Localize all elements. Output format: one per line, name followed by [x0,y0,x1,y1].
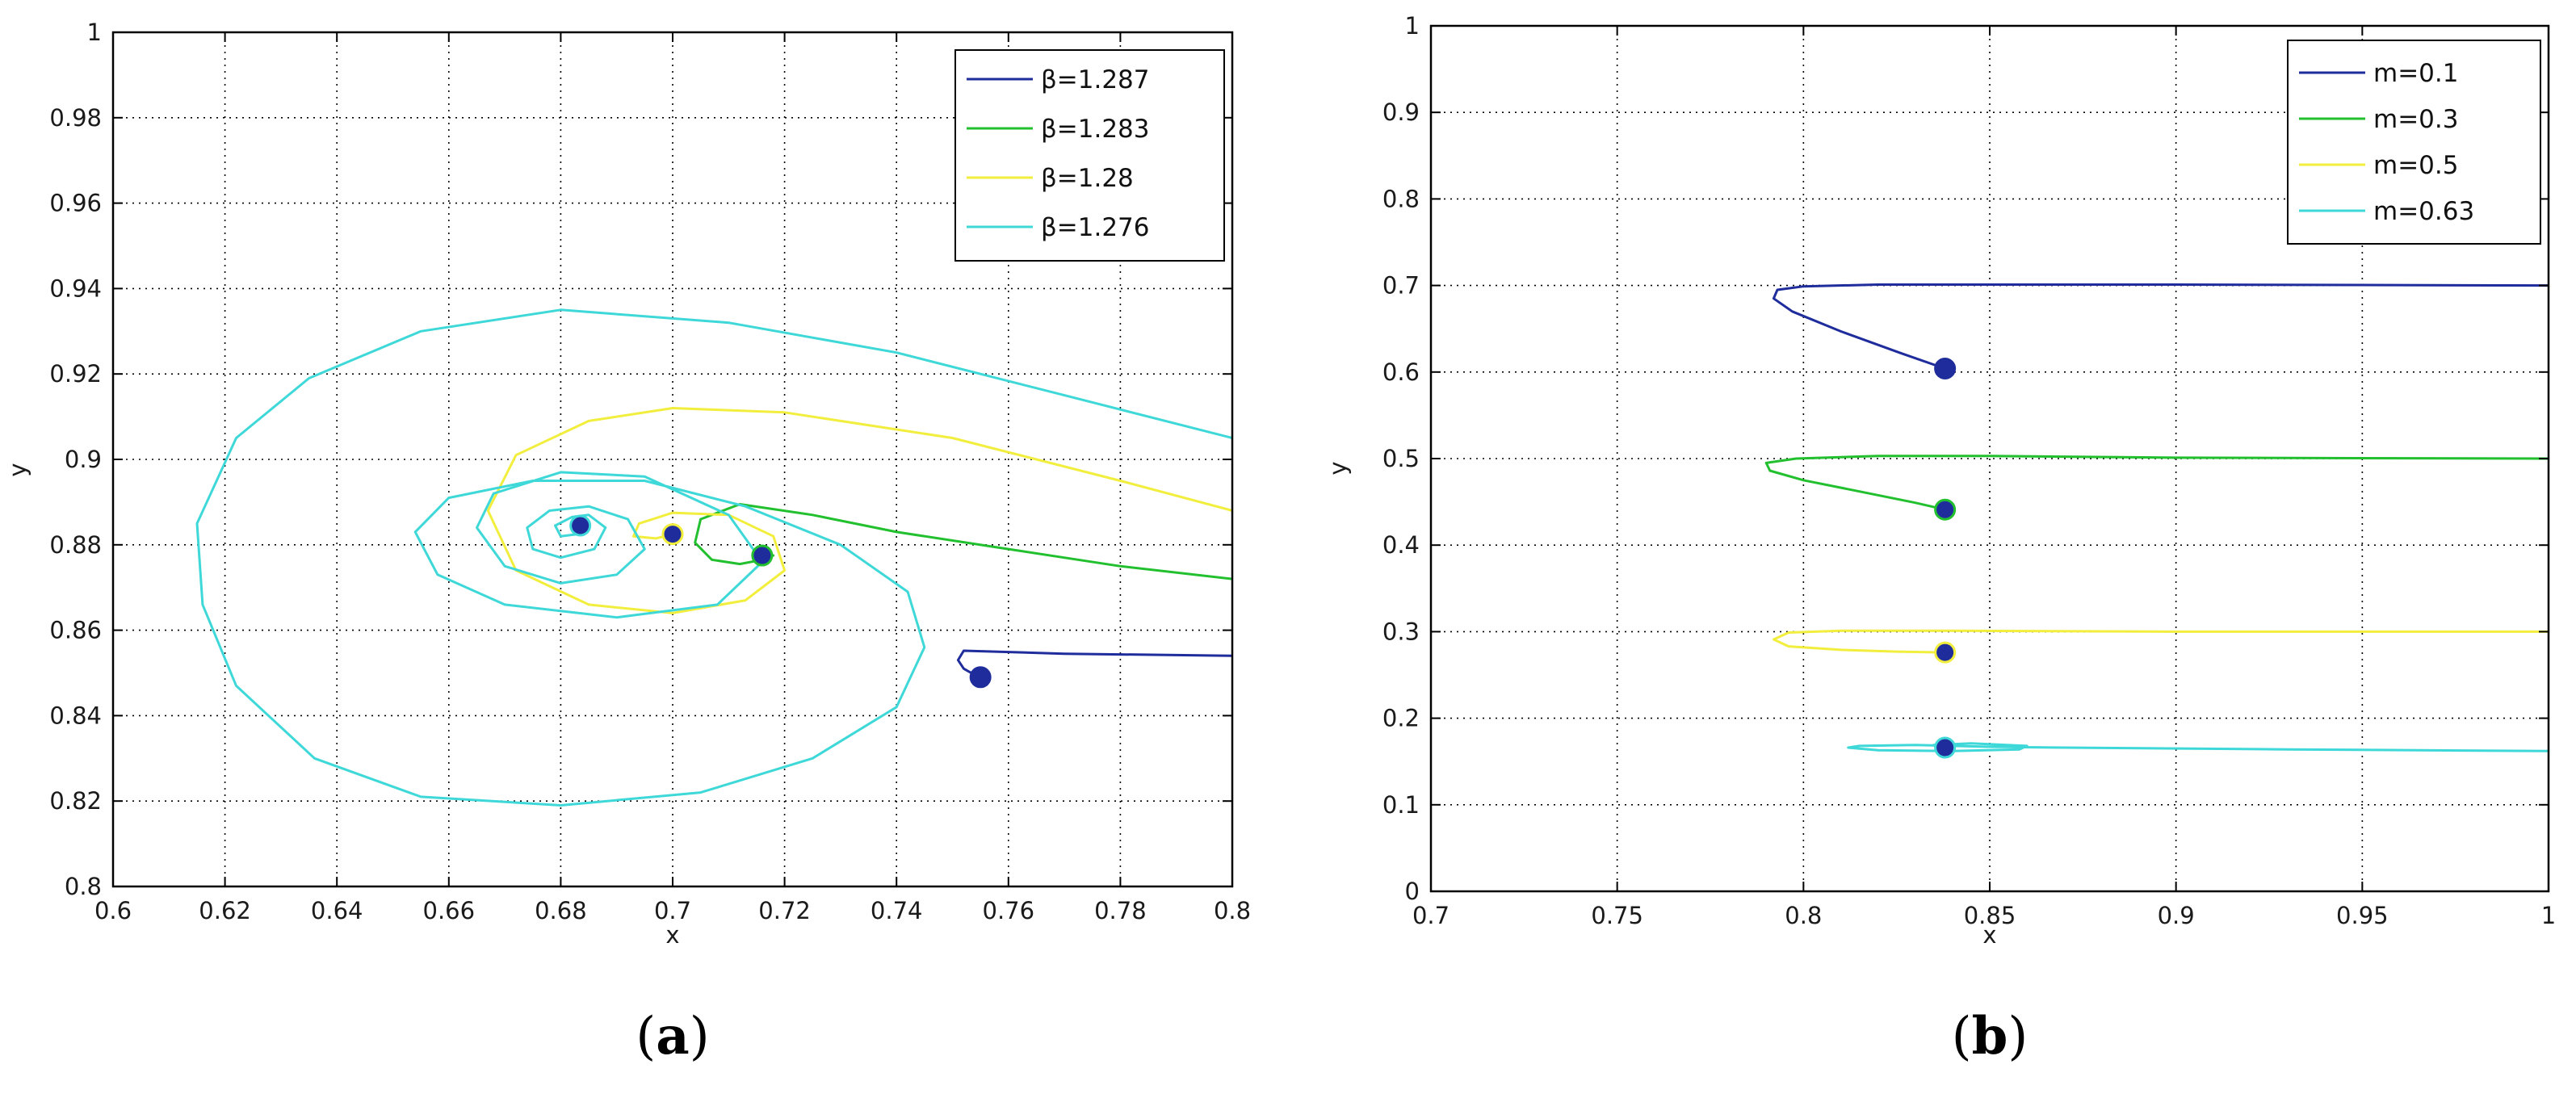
y-tick-label-a: 1 [87,19,102,46]
y-tick-label-b: 0.4 [1382,531,1420,559]
x-tick-label-b: 0.8 [1785,902,1822,929]
y-tick-label-b: 1 [1405,12,1420,40]
y-tick-label-a: 0.8 [65,873,102,900]
x-tick-labels-b: 0.7 0.75 0.8 0.85 0.9 0.95 1 [1412,902,2556,929]
markers-group-b [1934,358,1957,759]
x-tick-label-a: 0.68 [535,897,587,924]
y-tick-label-b: 0.5 [1382,445,1420,472]
equilibrium-point-a-2 [751,544,774,567]
x-tick-label-a: 0.74 [871,897,923,924]
y-tick-label-b: 0 [1405,878,1420,905]
equilibrium-point-b-1 [1934,358,1957,380]
caption-letter-b: b [1972,1006,2008,1067]
x-tick-label-a: 0.8 [1214,897,1251,924]
series-group-b [1764,283,2549,752]
series-line-a-4 [195,308,1232,807]
panel-b: 0.7 0.75 0.8 0.85 0.9 0.95 1 00.10.20.30.40.50… [1324,12,2556,1067]
x-tick-label-a: 0.72 [758,897,811,924]
x-tick-label-b: 0.75 [1591,902,1643,929]
x-tick-label-a: 0.64 [311,897,363,924]
y-tick-labels-b: 0 0.1 0.2 0.3 0.4 0.5 0.6 0.7 0.8 0.9 1 [1382,12,1420,905]
markers-group-a [569,514,992,689]
equilibrium-point-b-3 [1934,641,1957,664]
y-tick-label-a: 0.82 [49,787,102,815]
series-line-b-1 [1772,283,2549,370]
equilibrium-point-b-4 [1934,736,1957,759]
legend-label-b-3: m=0.5 [2373,151,2458,180]
y-tick-label-a: 0.92 [49,360,102,388]
caption-letter-a: a [656,1006,689,1067]
legend-label-a-2: β=1.283 [1041,115,1150,144]
tick-marks-a [112,31,1233,887]
legend-label-a-4: β=1.276 [1041,213,1150,242]
series-line-a-3 [486,407,1232,614]
panel-a: 0.6 0.62 0.64 0.66 0.68 0.7 0.72 0.74 0.76 0.78 0.… [4,19,1251,1067]
y-axis-label-a: y [4,463,31,476]
legend-a: β=1.287 β=1.283 β=1.28 β=1.276 [954,49,1225,262]
y-tick-label-a: 0.84 [49,702,102,729]
y-tick-label-a: 0.98 [49,104,102,132]
y-tick-label-a: 0.9 [65,446,102,473]
x-tick-label-a: 0.66 [423,897,476,924]
caption-a: (a) [636,1006,709,1067]
x-tick-label-b: 0.7 [1412,902,1450,929]
y-tick-label-b: 0.2 [1382,705,1420,732]
series-line-b-3 [1772,629,2549,654]
y-tick-label-b: 0.7 [1382,272,1420,300]
equilibrium-point-b-2 [1934,498,1957,521]
legend-label-b-2: m=0.3 [2373,105,2458,134]
x-tick-label-a: 0.78 [1094,897,1147,924]
x-tick-labels-a: 0.6 0.62 0.64 0.66 0.68 0.7 0.72 0.74 0.76 0.78 0.… [94,897,1251,924]
y-tick-label-b: 0.8 [1382,185,1420,212]
x-tick-label-b: 0.9 [2158,902,2195,929]
equilibrium-point-a-3 [661,523,684,546]
legend-label-a-1: β=1.287 [1041,65,1150,94]
x-tick-label-a: 0.7 [654,897,691,924]
legend-label-a-3: β=1.28 [1041,164,1134,193]
equilibrium-point-a-4 [569,514,592,537]
series-line-b-2 [1764,455,2549,511]
x-tick-label-b: 0.95 [2336,902,2389,929]
y-tick-label-a: 0.94 [49,274,102,302]
y-tick-label-a: 0.88 [49,531,102,559]
caption-open-paren-a: ( [636,1007,656,1067]
y-tick-labels-a: 0.8 0.82 0.84 0.86 0.88 0.9 0.92 0.94 0.96 0.98 1 [49,19,102,900]
caption-close-paren-a: ) [690,1007,710,1067]
y-tick-label-a: 0.96 [49,190,102,217]
caption-open-paren-b: ( [1952,1007,1972,1067]
caption-b: (b) [1952,1006,2028,1067]
y-tick-label-a: 0.86 [49,617,102,644]
y-tick-label-b: 0.3 [1382,618,1420,645]
caption-close-paren-b: ) [2008,1007,2028,1067]
x-axis-label-b: x [1982,921,1996,949]
legend-label-b-1: m=0.1 [2373,59,2458,88]
x-tick-label-b: 0.85 [1964,902,2016,929]
legend-b: m=0.1 m=0.3 m=0.5 m=0.63 [2287,40,2541,245]
equilibrium-point-a-1 [969,666,992,689]
x-tick-label-a: 0.62 [199,897,251,924]
y-axis-label-b: y [1324,461,1352,475]
x-tick-label-a: 0.76 [983,897,1035,924]
x-tick-label-a: 0.6 [94,897,132,924]
x-axis-label-a: x [665,921,679,949]
legend-label-b-4: m=0.63 [2373,197,2474,226]
y-tick-label-b: 0.1 [1382,791,1420,819]
y-tick-label-b: 0.9 [1382,98,1420,126]
y-tick-label-b: 0.6 [1382,358,1420,386]
x-tick-label-b: 1 [2541,902,2556,929]
